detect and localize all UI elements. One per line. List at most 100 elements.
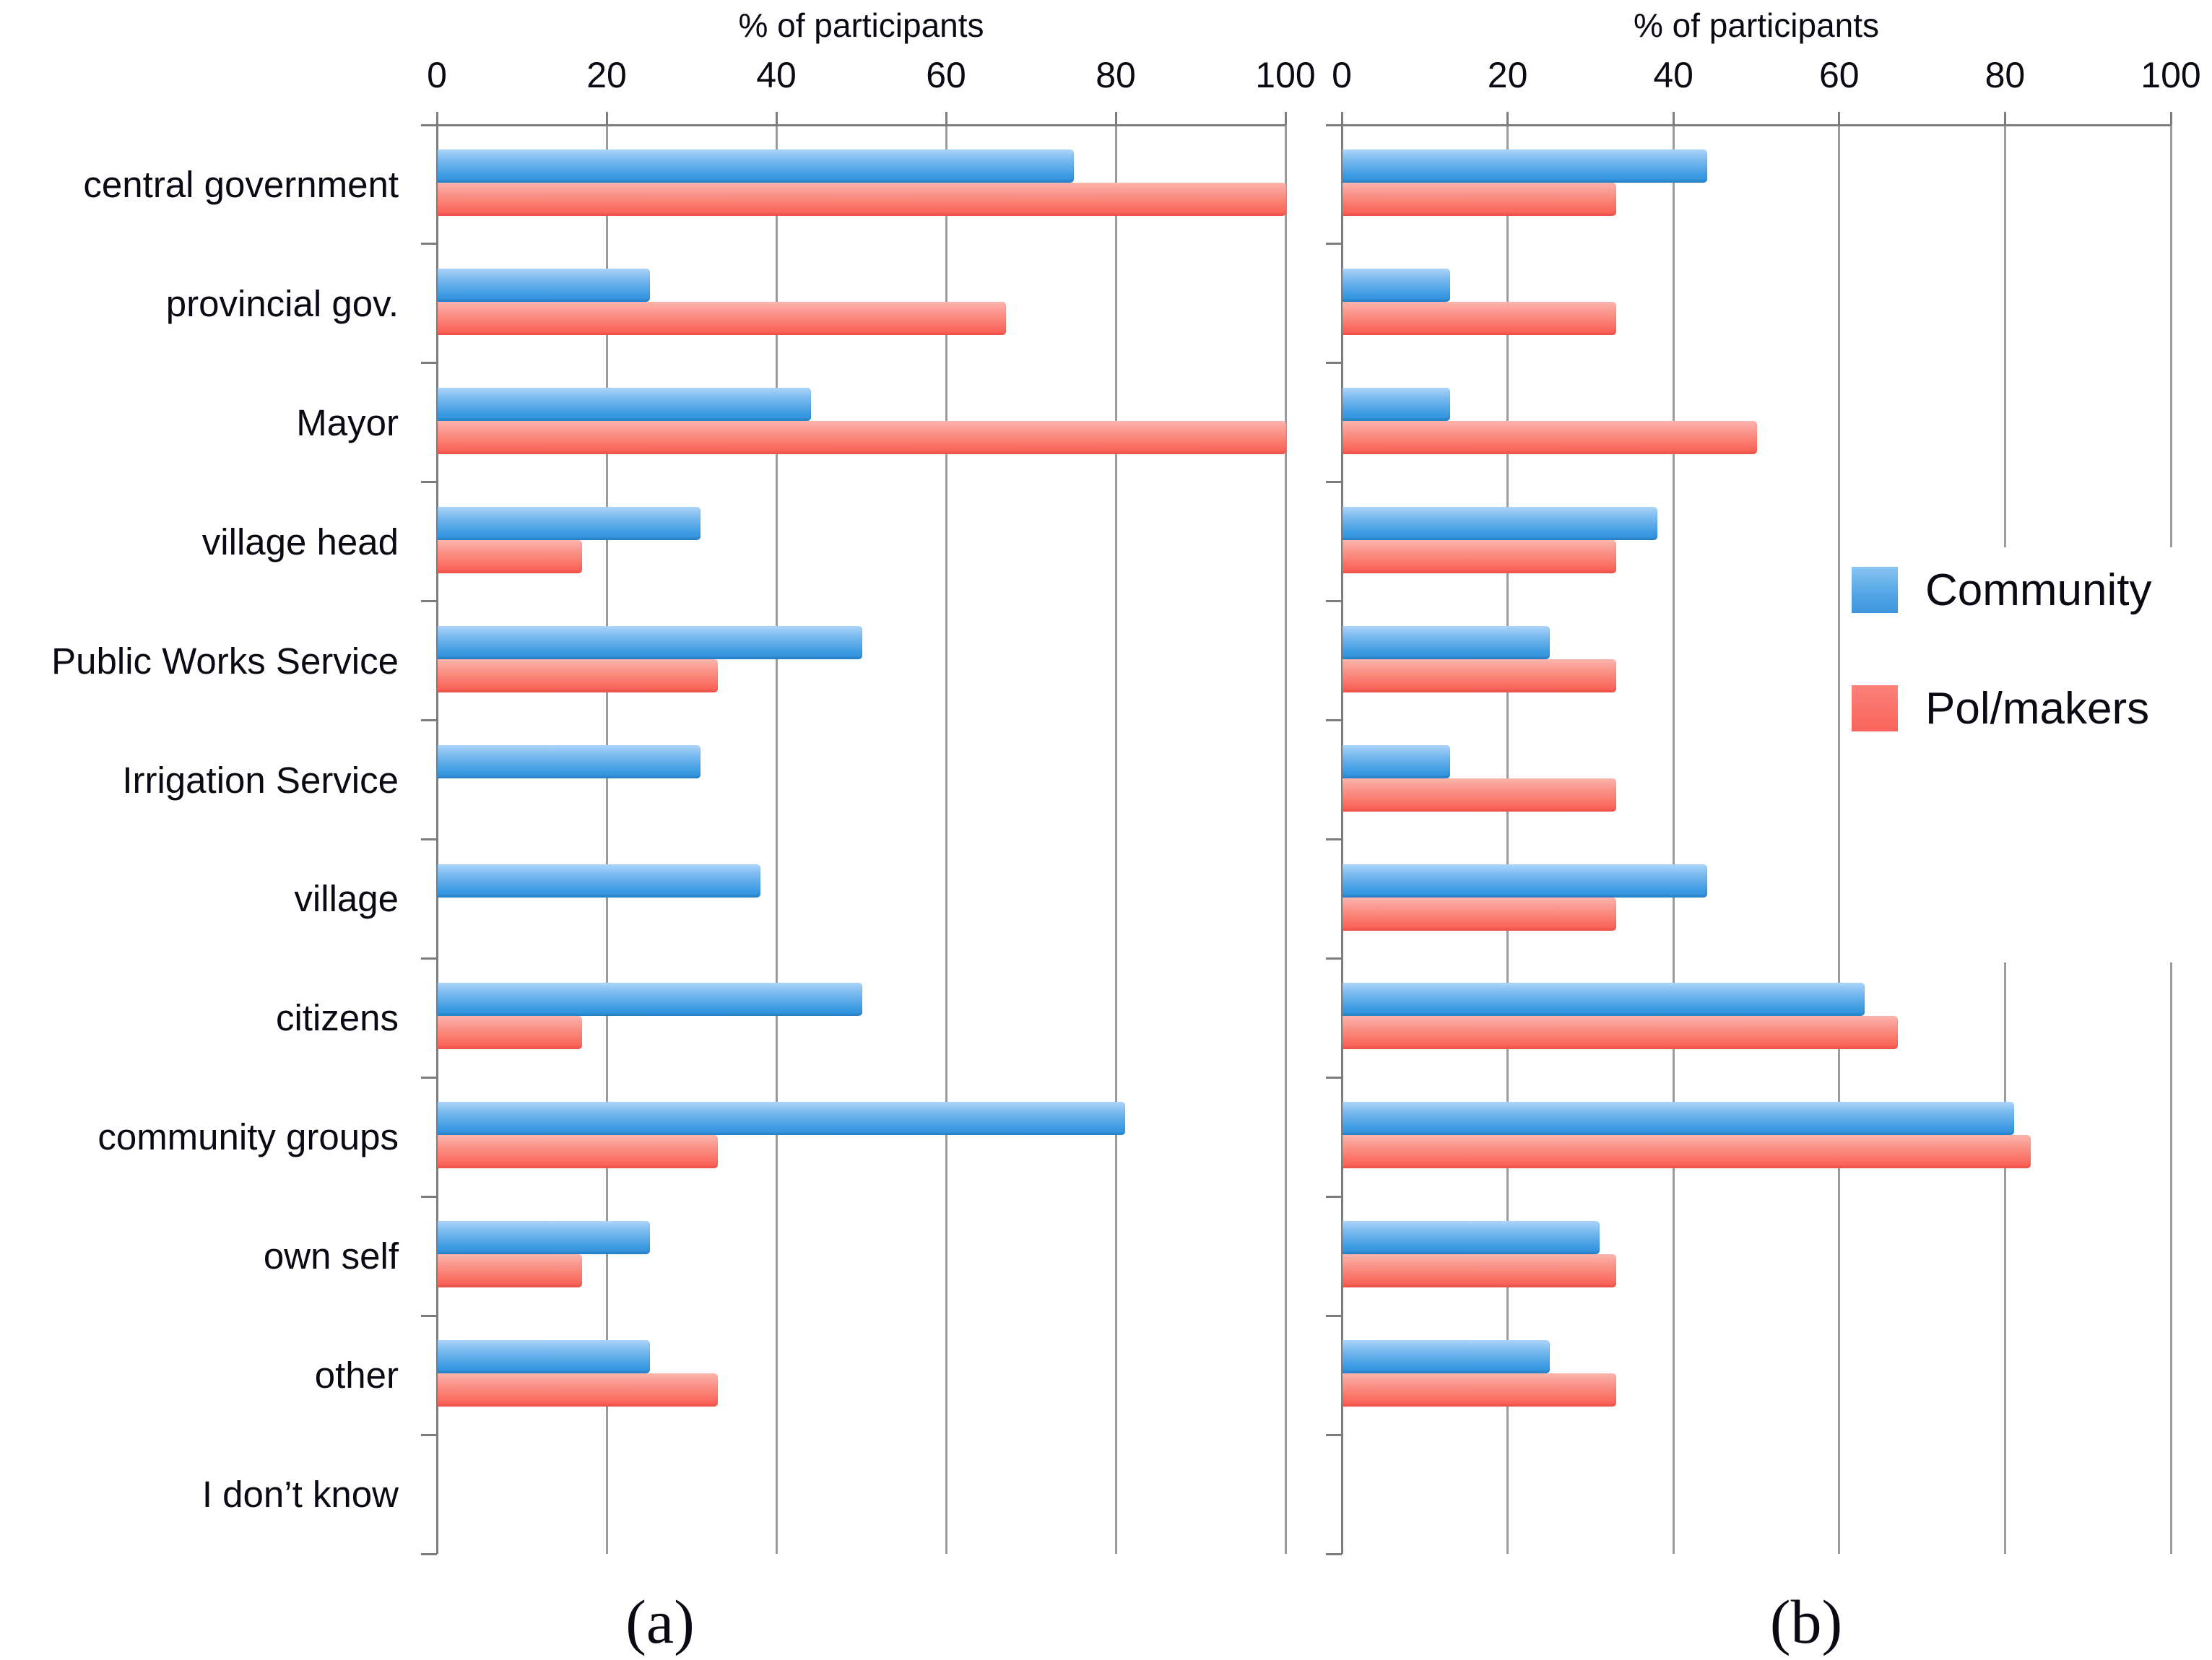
bar-community — [1343, 1102, 2014, 1136]
x-axis-tick-label: 100 — [1255, 55, 1316, 95]
x-axis-tick — [945, 112, 947, 125]
y-axis-tick — [421, 243, 437, 245]
y-axis-tick — [1326, 362, 1342, 365]
x-axis-tick-label: 20 — [1487, 55, 1528, 95]
bar-polmakers — [1343, 301, 1616, 335]
category-label: village — [294, 878, 399, 920]
x-axis-tick-label: 80 — [1096, 55, 1136, 95]
bar-community — [1343, 149, 1708, 183]
bar-community — [438, 1340, 650, 1374]
bar-community — [438, 625, 862, 659]
x-axis-line — [421, 123, 1285, 126]
x-axis-tick — [1340, 112, 1343, 125]
bar-polmakers — [438, 659, 718, 692]
y-axis-tick — [1326, 481, 1342, 484]
y-axis-tick — [421, 600, 437, 603]
category-label: provincial gov. — [165, 282, 399, 324]
gridline — [1284, 125, 1287, 1554]
x-axis-tick — [1284, 112, 1287, 125]
bar-polmakers — [1343, 659, 1616, 692]
category-label: community groups — [97, 1116, 399, 1158]
bar-community — [438, 1102, 1125, 1136]
polmakers-swatch-icon — [1852, 685, 1898, 731]
panel-a-caption: (a) — [625, 1587, 695, 1656]
bar-polmakers — [1343, 1373, 1616, 1407]
x-axis-tick-label: 0 — [427, 55, 447, 95]
y-axis-tick — [421, 1314, 437, 1317]
y-axis-tick — [1326, 123, 1342, 126]
bar-community — [438, 744, 701, 778]
y-axis-tick — [1326, 1076, 1342, 1079]
bar-community — [1343, 744, 1451, 778]
y-axis-tick — [421, 1433, 437, 1436]
legend-item-community: Community — [1852, 557, 2152, 622]
y-axis-line — [435, 125, 438, 1554]
bar-community — [438, 864, 760, 898]
community-swatch-icon — [1852, 567, 1898, 613]
legend-label-community: Community — [1925, 565, 2152, 615]
bar-community — [438, 983, 862, 1017]
x-axis-tick — [775, 112, 778, 125]
x-axis-title: % of participants — [738, 6, 984, 44]
y-axis-tick — [1326, 600, 1342, 603]
bar-polmakers — [438, 1135, 718, 1169]
category-label: village head — [201, 521, 399, 562]
y-axis-tick — [1326, 1433, 1342, 1436]
bar-community — [1343, 864, 1708, 898]
y-axis-tick — [421, 957, 437, 960]
bar-polmakers — [438, 1254, 582, 1288]
bar-polmakers — [1343, 420, 1757, 454]
bar-polmakers — [1343, 183, 1616, 216]
x-axis-tick-label: 40 — [1653, 55, 1693, 95]
bar-community — [1343, 387, 1451, 421]
x-axis-title: % of participants — [1633, 6, 1880, 44]
bar-polmakers — [1343, 897, 1616, 931]
y-axis-tick — [1326, 838, 1342, 840]
y-axis-tick — [1326, 1195, 1342, 1198]
bar-community — [1343, 1340, 1550, 1374]
legend-item-polmakers: Pol/makers — [1852, 676, 2149, 741]
bar-community — [1343, 983, 1865, 1017]
bar-polmakers — [438, 539, 582, 573]
x-axis-tick-label: 20 — [586, 55, 627, 95]
legend: Community Pol/makers — [1843, 547, 2212, 962]
gridline — [775, 125, 778, 1554]
bar-polmakers — [1343, 539, 1616, 573]
y-axis-tick — [421, 719, 437, 722]
gridline — [945, 125, 947, 1554]
bar-community — [438, 268, 650, 302]
legend-label-polmakers: Pol/makers — [1925, 683, 2150, 734]
y-axis-tick — [1326, 1552, 1342, 1555]
x-axis-tick — [2003, 112, 2006, 125]
y-axis-tick — [1326, 243, 1342, 245]
category-label: I don’t know — [201, 1474, 399, 1516]
x-axis-tick-label: 0 — [1332, 55, 1352, 95]
x-axis-tick — [1114, 112, 1117, 125]
gridline — [1838, 125, 1841, 1554]
y-axis-tick — [421, 838, 437, 840]
x-axis-tick-label: 60 — [926, 55, 966, 95]
panel-b-caption: (b) — [1769, 1587, 1843, 1656]
y-axis-tick — [1326, 1314, 1342, 1317]
bar-community — [1343, 625, 1550, 659]
category-label: own self — [263, 1235, 399, 1277]
bar-community — [1343, 1221, 1600, 1255]
gridline — [605, 125, 608, 1554]
x-axis-tick — [435, 112, 438, 125]
x-axis-tick-label: 40 — [756, 55, 797, 95]
x-axis-tick — [1672, 112, 1675, 125]
y-axis-tick — [1326, 957, 1342, 960]
y-axis-tick — [1326, 719, 1342, 722]
x-axis-tick — [2169, 112, 2172, 125]
bar-community — [438, 149, 1075, 183]
bar-community — [1343, 268, 1451, 302]
x-axis-tick — [1506, 112, 1509, 125]
x-axis-tick — [605, 112, 608, 125]
y-axis-tick — [421, 1076, 437, 1079]
bar-polmakers — [438, 420, 1286, 454]
bar-polmakers — [1343, 1254, 1616, 1288]
bar-polmakers — [438, 1373, 718, 1407]
category-label: Irrigation Service — [122, 759, 399, 801]
bar-polmakers — [1343, 778, 1616, 812]
